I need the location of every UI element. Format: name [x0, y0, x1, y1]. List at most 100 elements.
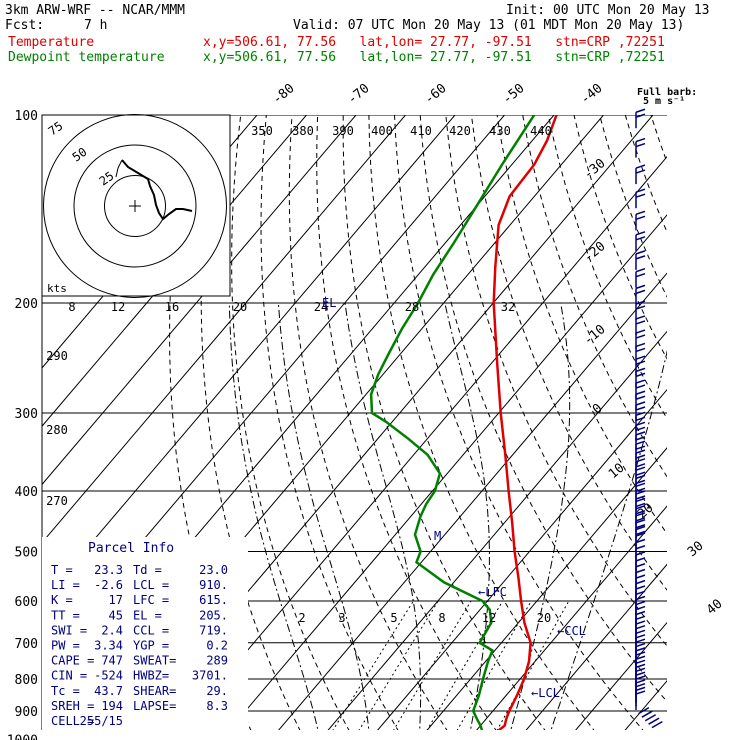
wind-barb — [635, 188, 646, 209]
wind-barb-flag — [635, 651, 646, 656]
parcel-info-label2-0: Td = — [133, 563, 162, 577]
dry-adiabat-440 — [677, 115, 740, 740]
isotherm-label--60: -60 — [422, 81, 450, 108]
wind-barb — [651, 720, 663, 729]
parcel-info-value-5: 3.34 — [94, 639, 123, 653]
dry-adiabat-300 — [316, 115, 497, 730]
dry-adiabat-380 — [522, 115, 667, 478]
pressure-label-800: 800 — [15, 673, 38, 688]
parcel-info-label2-6: SWEAT= — [133, 654, 176, 668]
hodograph-trace — [121, 159, 193, 221]
parcel-info-value-8: 43.7 — [94, 684, 123, 698]
wind-barb — [635, 690, 646, 711]
wind-barb-flag — [635, 568, 646, 574]
wind-barb — [635, 551, 646, 571]
mixing-ratio-label-3: 3 — [338, 611, 345, 625]
wind-barb-flag — [635, 416, 646, 422]
parcel-info-panel — [42, 537, 248, 730]
parcel-info-label-0: T = — [51, 563, 73, 577]
mixing-ratio-label-20: 20 — [537, 611, 551, 625]
wind-barb-flag — [635, 421, 646, 426]
wind-barb-flag — [635, 585, 646, 590]
pressure-label-400: 400 — [15, 485, 38, 500]
parcel-info-value-10: 255/15 — [80, 714, 123, 728]
parcel-info-label2-3: EL = — [133, 608, 162, 622]
dry-adiabat-430 — [650, 115, 667, 164]
moist-adiabat-36 — [550, 349, 667, 730]
pressure-label-200: 200 — [15, 297, 38, 312]
dry-adiabat-290 — [288, 115, 448, 730]
wind-barb-flag — [635, 679, 646, 684]
wind-barb-flag — [635, 655, 646, 660]
parcel-info-label-9: SREH = — [51, 699, 94, 713]
parcel-info-value-4: 2.4 — [101, 623, 123, 637]
wind-barb-flag — [635, 320, 646, 325]
parcel-info-value-1: -2.6 — [94, 578, 123, 592]
wind-barb — [648, 717, 660, 725]
wind-barb-flag — [635, 445, 646, 450]
wind-barb-flag — [635, 342, 646, 348]
hodograph-trace-top — [115, 159, 123, 178]
wind-barb-flag — [635, 557, 646, 562]
wind-barb-flag — [635, 458, 646, 463]
hodograph-ring-label-75: 75 — [46, 119, 66, 139]
theta-label-280: 280 — [46, 423, 68, 437]
dry-adiabat-360 — [470, 115, 667, 591]
parcel-info-label2-1: LCL = — [133, 578, 169, 592]
wind-barb-flag — [635, 360, 646, 365]
wind-barb-flag — [635, 487, 646, 493]
wind-barb-flag — [635, 625, 646, 630]
isotherm--30 — [228, 214, 667, 730]
hodo-speed-label-24: 24 — [314, 300, 328, 314]
wind-barb-flag — [635, 600, 646, 606]
wind-barb-flag — [635, 620, 646, 625]
parcel-info-label2-5: YGP = — [133, 639, 169, 653]
wind-barb-flag — [635, 367, 646, 373]
wind-barb-flag — [635, 675, 646, 680]
wind-barb-flag — [635, 379, 646, 384]
parcel-info-value2-8: 29. — [206, 684, 228, 698]
isotherm--20 — [278, 272, 667, 730]
wind-barb-flag — [635, 497, 646, 503]
pressure-label-100: 100 — [15, 109, 38, 124]
legend-dewpoint-name: Dewpoint temperature — [8, 50, 165, 65]
hodograph-ring-50 — [73, 144, 197, 268]
wind-barb-flag — [635, 512, 646, 517]
parcel-info-value2-4: 719. — [199, 623, 228, 637]
isotherm-label-10: 10 — [606, 461, 628, 483]
wind-barb-flag — [635, 188, 646, 193]
isotherm-label--20: -20 — [581, 239, 609, 266]
wind-barb-flag — [635, 595, 646, 601]
theta-label-400: 400 — [371, 124, 393, 138]
moist-adiabat-20 — [444, 302, 490, 730]
wind-barb-flag — [635, 305, 646, 310]
isotherm--90 — [42, 115, 456, 602]
wind-barb-flag — [635, 524, 646, 529]
wind-barb — [635, 164, 646, 185]
parcel-info-value2-0: 23.0 — [199, 563, 228, 577]
wind-barb-flag — [635, 142, 646, 148]
wind-barb-flag — [635, 574, 646, 579]
wind-barb — [641, 710, 653, 718]
wind-barb-flag — [635, 390, 646, 395]
dry-adiabat-420 — [624, 115, 667, 234]
wind-barb-flag — [635, 667, 646, 673]
wind-barb-flag — [635, 686, 646, 692]
wind-barb-flag — [635, 638, 646, 643]
isotherm-label--10: -10 — [581, 322, 609, 349]
hodo-speed-label-20: 20 — [233, 300, 247, 314]
theta-label-390: 390 — [332, 124, 354, 138]
marker-ccl: ←CCL — [557, 624, 586, 638]
parcel-info-label-1: LI = — [51, 578, 80, 592]
moist-adiabat--10 — [228, 302, 319, 730]
wind-barb-flag — [635, 510, 646, 515]
dry-adiabat-270 — [231, 115, 350, 730]
wind-barb-flag — [635, 355, 646, 360]
hodo-speed-label-16: 16 — [165, 300, 179, 314]
mixing-ratio-line-3 — [358, 600, 439, 730]
wind-barb-flag — [635, 210, 646, 216]
wind-barb — [635, 367, 646, 388]
parcel-info-label-8: Tc = — [51, 684, 80, 698]
parcel-info-title: Parcel Info — [88, 541, 174, 556]
wind-barb-flag — [635, 647, 646, 652]
